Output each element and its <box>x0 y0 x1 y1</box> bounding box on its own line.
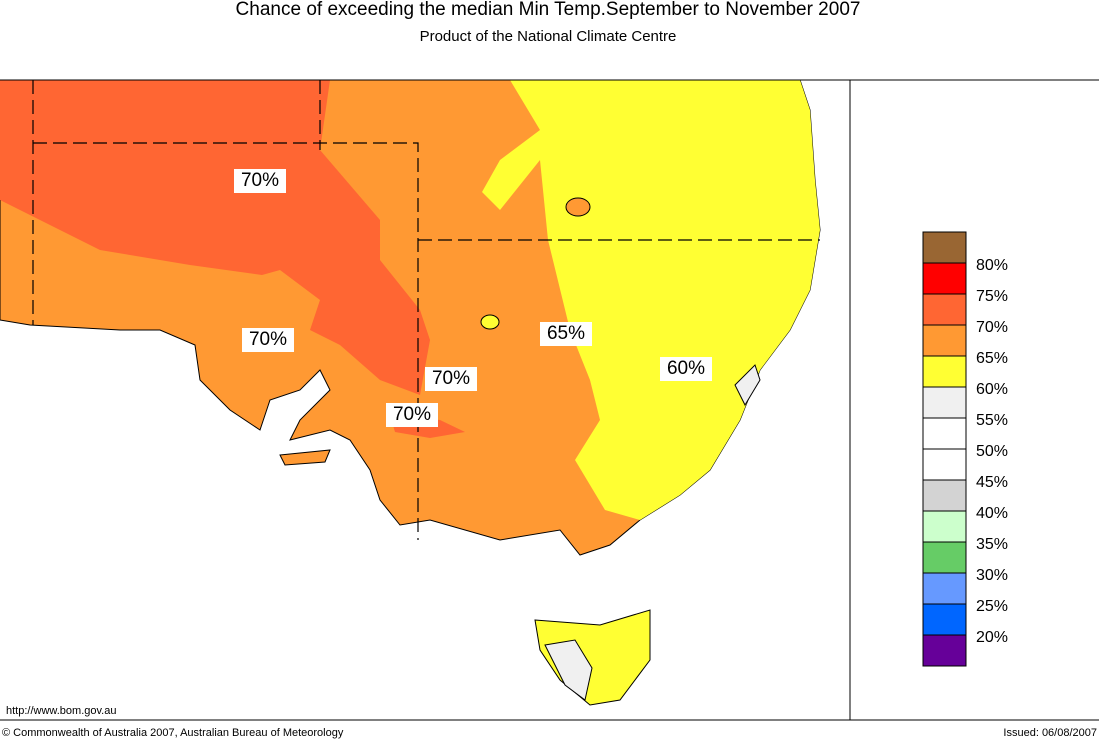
legend-swatch <box>922 572 967 605</box>
title: Chance of exceeding the median Min Temp.… <box>236 0 861 20</box>
map-labels: 70%70% 65%70%70%60% <box>234 169 712 427</box>
legend-swatch <box>922 479 967 512</box>
legend-label: 35% <box>976 536 1008 553</box>
issued: Issued: 06/08/2007 <box>1003 727 1097 739</box>
legend-swatch <box>922 386 967 419</box>
label-box <box>242 328 294 352</box>
map-label: 70% <box>241 170 279 191</box>
url: http://www.bom.gov.au <box>6 705 116 717</box>
legend-label: 75% <box>976 288 1008 305</box>
legend-swatch <box>922 510 967 543</box>
region-60 <box>482 80 820 520</box>
map-label: 70% <box>432 368 470 389</box>
legend-label: 80% <box>976 257 1008 274</box>
map-label: 70% <box>393 404 431 425</box>
legend-swatch <box>922 417 967 450</box>
label-box <box>425 367 477 391</box>
legend-label: 30% <box>976 567 1008 584</box>
legend-swatch <box>922 634 967 667</box>
island <box>279 449 331 466</box>
legend-label: 45% <box>976 474 1008 491</box>
legend-label: 50% <box>976 443 1008 460</box>
legend-swatch <box>922 293 967 326</box>
copyright: © Commonwealth of Australia 2007, Austra… <box>2 727 344 739</box>
subtitle: Product of the National Climate Centre <box>420 28 677 45</box>
map-label: 70% <box>249 329 287 350</box>
region-65 <box>565 197 591 217</box>
map-label: 65% <box>547 323 585 344</box>
legend-label: 65% <box>976 350 1008 367</box>
label-box <box>234 169 286 193</box>
legend-label: 20% <box>976 629 1008 646</box>
legend-label: 70% <box>976 319 1008 336</box>
legend-swatch <box>922 324 967 357</box>
label-box <box>386 403 438 427</box>
legend: 80% 75% 70% 65% 60% 55% 50% 45% 40% 35% 30% 25% 20% <box>922 231 1008 667</box>
label-box <box>540 322 592 346</box>
region-55-tas <box>544 639 593 701</box>
legend-swatch <box>922 355 967 388</box>
legend-label: 55% <box>976 412 1008 429</box>
legend-swatch <box>922 262 967 295</box>
legend-swatch <box>922 231 967 264</box>
legend-swatch <box>922 448 967 481</box>
legend-swatch <box>922 603 967 636</box>
map <box>0 79 821 706</box>
region-60 <box>480 314 500 330</box>
legend-swatch <box>922 541 967 574</box>
region-55 <box>734 364 761 407</box>
map-label: 60% <box>667 358 705 379</box>
region-70 <box>0 80 430 395</box>
legend-label: 40% <box>976 505 1008 522</box>
label-box <box>660 357 712 381</box>
legend-label: 25% <box>976 598 1008 615</box>
legend-label: 60% <box>976 381 1008 398</box>
